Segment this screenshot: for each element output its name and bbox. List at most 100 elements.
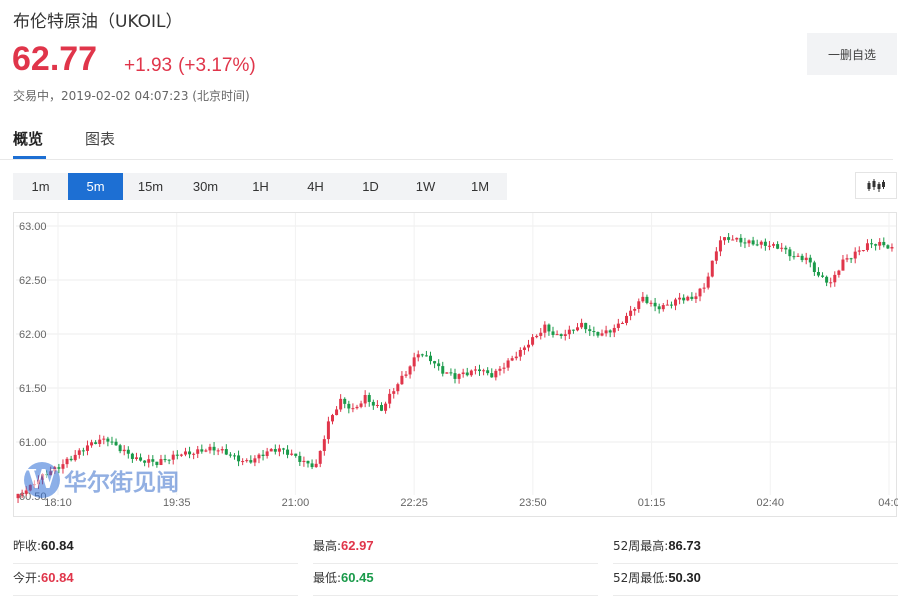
period-4h[interactable]: 4H (307, 179, 324, 194)
candle (478, 364, 482, 376)
candle (81, 447, 85, 456)
stat-value: 62.97 (341, 538, 374, 553)
candle (804, 252, 808, 265)
period-1w[interactable]: 1W (415, 179, 436, 194)
candle (853, 247, 857, 264)
candle (420, 353, 424, 358)
y-tick-label: 62.00 (19, 329, 47, 341)
candle (204, 448, 208, 453)
candle (253, 455, 257, 467)
x-tick-label: 18:10 (44, 497, 72, 509)
period-1mo[interactable]: 1M (470, 179, 490, 194)
period-1d[interactable]: 1D (362, 179, 379, 194)
candle (539, 328, 543, 340)
candle (882, 237, 886, 248)
candle (453, 368, 457, 384)
stat-value: 60.84 (41, 538, 74, 553)
period-15m[interactable]: 15m (137, 179, 164, 194)
candle (870, 238, 874, 249)
candle (522, 345, 526, 355)
candle (424, 350, 428, 357)
candle (600, 329, 604, 337)
stat-low: 最低: 60.45 (313, 560, 598, 596)
candle (106, 436, 110, 447)
candle (625, 312, 629, 326)
candle (126, 446, 130, 459)
candle (318, 450, 322, 468)
stat-value: 50.30 (668, 570, 701, 585)
candle (298, 451, 302, 466)
candle (743, 237, 747, 249)
stat-open: 今开: 60.84 (13, 560, 298, 596)
candle (849, 257, 853, 263)
candle (612, 324, 616, 338)
change-percent: (+3.17%) (178, 55, 256, 76)
stat-label: 最低: (313, 571, 342, 585)
period-5m[interactable]: 5m (68, 173, 123, 200)
candle (232, 453, 236, 460)
remove-watchlist-button[interactable]: 一删自选 (807, 33, 897, 75)
candle (61, 459, 65, 474)
candle (465, 367, 469, 377)
candle (151, 455, 155, 467)
candle (118, 443, 122, 454)
candle (837, 269, 841, 278)
stat-label: 52周最高: (613, 539, 669, 553)
watermark: W 华尔街见闻 (24, 462, 179, 498)
candle (241, 458, 245, 466)
candle (710, 260, 714, 278)
stats-row: 今开: 60.84 最低: 60.45 52周最低: 50.30 (13, 560, 898, 596)
candle (874, 243, 878, 251)
candle (482, 368, 486, 376)
candle (776, 241, 780, 250)
candle (531, 334, 535, 347)
candle (473, 366, 477, 375)
candle (506, 358, 510, 371)
candle (731, 235, 735, 241)
chart-type-button[interactable] (855, 172, 897, 199)
candle (261, 449, 265, 461)
candle (629, 305, 633, 321)
candle (645, 294, 649, 305)
candle (616, 318, 620, 331)
tab-overview[interactable]: 概览 (13, 130, 44, 148)
candle (706, 272, 710, 290)
candle (571, 329, 575, 334)
candle (718, 236, 722, 257)
candle (441, 361, 445, 377)
y-tick-label: 61.50 (19, 383, 47, 395)
stat-value: 60.45 (341, 570, 374, 585)
candle (457, 373, 461, 384)
x-tick-label: 23:50 (519, 497, 547, 509)
candle (375, 400, 379, 408)
candle (281, 447, 285, 455)
candle (228, 452, 232, 458)
candle (249, 455, 253, 464)
period-1m[interactable]: 1m (31, 179, 50, 194)
candle (355, 404, 359, 410)
candle (188, 446, 192, 459)
candle (555, 330, 559, 336)
candle (212, 442, 216, 456)
candle (669, 301, 673, 309)
candle (812, 260, 816, 276)
candle (816, 267, 820, 278)
candle (727, 233, 731, 243)
candle (269, 448, 273, 452)
candle (412, 352, 416, 372)
period-30m[interactable]: 30m (192, 179, 219, 194)
candle (69, 455, 73, 462)
candle (674, 297, 678, 311)
candle (763, 238, 767, 251)
candle (596, 331, 600, 338)
candle (388, 389, 392, 409)
watermark-text: 华尔街见闻 (64, 469, 179, 496)
candle (702, 283, 706, 293)
stats-row: 昨收: 60.84 最高: 62.97 52周最高: 86.73 (13, 528, 898, 564)
candle (310, 459, 314, 470)
candle (486, 367, 490, 376)
price-chart[interactable]: 63.00 62.50 62.00 61.50 61.00 60.50 18:10 19:35… (13, 212, 898, 517)
trading-status: 交易中，2019-02-02 04:07:23 (北京时间) (13, 89, 250, 103)
tab-chart[interactable]: 图表 (85, 130, 116, 148)
period-1h[interactable]: 1H (252, 179, 269, 194)
